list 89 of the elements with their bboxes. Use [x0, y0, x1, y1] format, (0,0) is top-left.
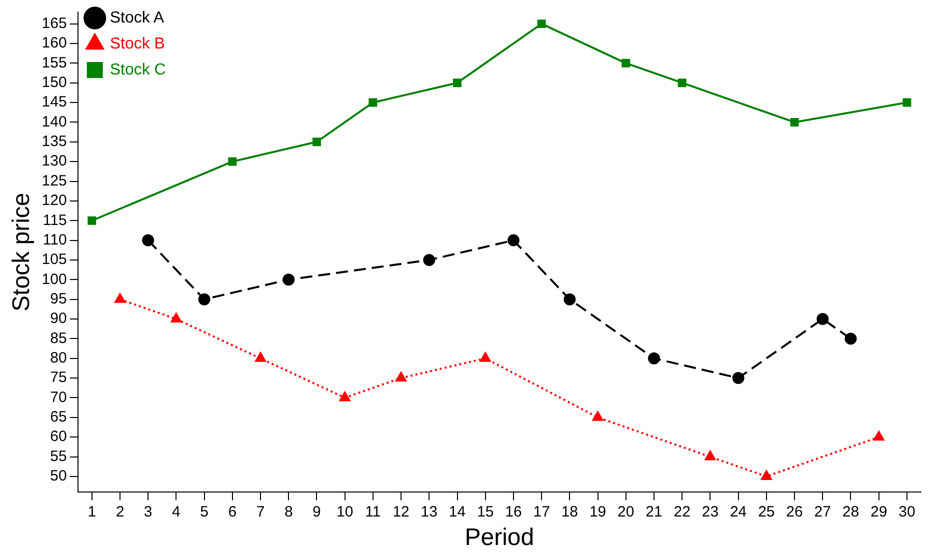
point: [338, 390, 351, 402]
x-tick-label: 25: [758, 503, 775, 520]
y-tick-label: 65: [50, 408, 67, 426]
point: [507, 234, 520, 246]
x-tick-label: 13: [420, 503, 438, 520]
y-tick-label: 120: [42, 192, 67, 210]
point: [142, 234, 154, 246]
point: [902, 98, 912, 107]
point: [790, 118, 799, 126]
x-tick-label: 6: [228, 503, 237, 520]
x-tick-label: 1: [88, 503, 96, 520]
point: [648, 352, 660, 364]
y-tick-label: 135: [42, 133, 67, 150]
point: [88, 216, 96, 225]
x-tick-label: 7: [256, 503, 265, 520]
x-tick-label: 11: [365, 503, 381, 520]
x-tick-label: 3: [144, 503, 152, 520]
point: [479, 351, 492, 362]
point: [453, 78, 462, 88]
point: [312, 138, 321, 146]
x-tick-label: 12: [392, 503, 410, 520]
point: [114, 292, 126, 303]
x-tick-label: 24: [730, 503, 747, 520]
y-tick-label: 85: [50, 330, 67, 347]
x-tick-label: 30: [898, 503, 916, 520]
y-tick-label: 110: [42, 231, 67, 248]
x-tick-label: 15: [477, 503, 494, 520]
x-tick-label: 21: [646, 503, 662, 520]
legend-label: Stock B: [110, 35, 165, 52]
y-tick-label: 130: [42, 152, 67, 170]
point: [394, 371, 408, 382]
point: [170, 312, 182, 323]
x-tick-label: 22: [674, 503, 690, 520]
x-tick-label: 4: [172, 503, 180, 520]
x-tick-label: 18: [561, 503, 578, 520]
y-tick-label: 160: [42, 34, 67, 52]
y-tick-label: 145: [42, 94, 67, 111]
y-tick-label: 55: [50, 448, 67, 465]
point: [282, 274, 295, 286]
point: [678, 78, 686, 88]
x-tick-label: 19: [589, 503, 606, 520]
x-tick-label: 2: [116, 503, 124, 520]
y-tick-label: 155: [42, 54, 67, 72]
y-tick-label: 100: [42, 270, 67, 288]
point: [872, 430, 885, 441]
y-tick-label: 80: [50, 350, 67, 367]
y-tick-label: 75: [50, 369, 67, 386]
y-tick-label: 60: [50, 428, 67, 446]
point: [704, 450, 716, 460]
x-tick-label: 16: [505, 503, 522, 520]
x-axis-title: Period: [464, 524, 534, 552]
point: [622, 58, 630, 68]
x-tick-label: 8: [284, 503, 293, 520]
x-tick-label: 29: [870, 503, 888, 520]
point: [592, 410, 604, 421]
x-tick-label: 17: [533, 503, 550, 520]
y-tick-label: 95: [50, 290, 67, 308]
x-tick-label: 23: [702, 503, 719, 520]
legend-label: Stock C: [110, 61, 166, 78]
y-tick-label: 90: [50, 310, 67, 328]
y-tick-label: 70: [50, 388, 67, 406]
x-tick-label: 10: [336, 503, 354, 520]
x-tick-label: 5: [200, 503, 208, 520]
y-tick-label: 115: [42, 212, 67, 229]
point: [254, 351, 267, 362]
legend-label: Stock A: [110, 9, 164, 26]
y-tick-label: 140: [42, 113, 67, 130]
point: [423, 254, 436, 266]
point: [816, 313, 829, 326]
point: [368, 98, 378, 107]
x-tick-label: 9: [312, 503, 321, 520]
x-tick-label: 28: [842, 503, 860, 520]
point: [228, 157, 237, 166]
point: [198, 293, 210, 306]
y-tick-label: 105: [42, 251, 67, 268]
point: [537, 20, 546, 28]
y-tick-label: 125: [42, 172, 67, 190]
point: [564, 293, 576, 306]
point: [844, 332, 857, 345]
x-tick-label: 14: [448, 503, 466, 520]
x-tick-label: 20: [618, 503, 634, 520]
y-tick-label: 50: [50, 468, 67, 485]
x-tick-label: 26: [786, 503, 803, 520]
point: [732, 372, 744, 384]
x-tick-label: 27: [814, 503, 831, 520]
point: [760, 469, 772, 480]
y-tick-label: 165: [42, 14, 67, 32]
y-tick-label: 150: [42, 74, 67, 91]
y-axis-title: Stock price: [8, 192, 36, 312]
